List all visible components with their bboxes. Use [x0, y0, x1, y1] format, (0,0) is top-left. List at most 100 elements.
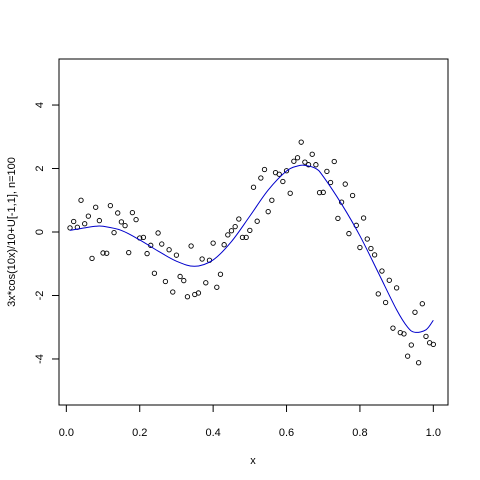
- data-point: [309, 151, 315, 157]
- data-point: [122, 223, 128, 229]
- data-point: [129, 209, 136, 216]
- data-point: [82, 221, 88, 227]
- data-point: [140, 234, 147, 241]
- data-point: [159, 241, 165, 247]
- data-point: [382, 299, 389, 306]
- data-point: [349, 192, 356, 199]
- data-point: [415, 360, 422, 366]
- data-point: [269, 197, 275, 203]
- data-points: [67, 139, 436, 366]
- data-point: [214, 284, 220, 290]
- data-point: [386, 277, 392, 283]
- data-point: [327, 179, 334, 186]
- data-point: [291, 158, 297, 164]
- data-point: [324, 168, 330, 175]
- data-point: [107, 203, 114, 209]
- data-point: [265, 209, 271, 215]
- data-point: [126, 249, 132, 256]
- data-point: [199, 256, 205, 262]
- data-point: [320, 189, 326, 195]
- data-point: [280, 178, 286, 185]
- data-point: [166, 247, 172, 253]
- data-point: [360, 215, 367, 221]
- data-point: [96, 217, 103, 224]
- data-point: [342, 181, 348, 187]
- data-point: [316, 189, 323, 196]
- data-point: [276, 171, 282, 177]
- data-point: [71, 218, 77, 225]
- data-point: [188, 243, 194, 249]
- x-tick-label: 1.0: [426, 427, 441, 439]
- x-tick-label: 0.8: [352, 427, 367, 439]
- data-point: [430, 341, 436, 348]
- data-point: [298, 139, 304, 145]
- data-point: [115, 210, 121, 216]
- y-axis-label: 3x*cos(10x)/10+U[-1,1], n=100: [6, 157, 18, 307]
- data-point: [195, 290, 202, 296]
- data-point: [232, 223, 238, 230]
- data-point: [412, 309, 418, 315]
- y-tick-label: 0: [34, 229, 46, 235]
- data-point: [151, 270, 158, 276]
- y-axis: -4 -2 0 2 4: [34, 102, 60, 364]
- data-point: [408, 342, 414, 348]
- data-point: [243, 234, 249, 241]
- x-tick-label: 0.6: [279, 427, 294, 439]
- data-point: [250, 184, 257, 190]
- data-point: [93, 204, 99, 210]
- data-point: [210, 240, 216, 246]
- data-point: [313, 162, 319, 168]
- data-point: [239, 234, 246, 241]
- data-point: [423, 333, 429, 340]
- data-point: [217, 271, 224, 277]
- x-tick-label: 0.0: [59, 427, 74, 439]
- data-point: [228, 228, 235, 234]
- data-point: [221, 242, 227, 248]
- data-point: [368, 245, 374, 252]
- data-point: [111, 229, 117, 236]
- x-tick-label: 0.4: [205, 427, 220, 439]
- data-point: [375, 291, 381, 297]
- data-point: [371, 252, 378, 258]
- data-point: [85, 213, 92, 219]
- data-point: [225, 232, 231, 238]
- y-tick-label: 4: [34, 102, 46, 108]
- data-point: [404, 353, 411, 359]
- data-point: [78, 197, 84, 203]
- x-axis-label: x: [250, 455, 256, 467]
- data-point: [331, 158, 337, 165]
- data-point: [393, 285, 400, 291]
- data-point: [419, 301, 425, 307]
- data-point: [254, 218, 260, 224]
- y-tick-label: -2: [34, 291, 46, 301]
- data-point: [305, 162, 312, 168]
- data-point: [294, 155, 301, 161]
- data-point: [118, 219, 125, 225]
- data-point: [177, 273, 183, 280]
- x-axis: 0.0 0.2 0.4 0.6 0.8 1.0: [59, 404, 441, 439]
- data-point: [89, 255, 95, 261]
- data-point: [283, 168, 290, 174]
- data-point: [401, 331, 407, 337]
- data-point: [379, 268, 385, 274]
- data-point: [364, 236, 370, 242]
- fit-line-layer: [69, 164, 434, 333]
- data-point: [104, 250, 110, 256]
- data-point: [390, 325, 396, 331]
- data-point: [173, 252, 180, 258]
- data-point: [335, 215, 341, 222]
- data-point: [236, 216, 242, 222]
- y-tick-label: -4: [34, 354, 46, 364]
- data-point: [144, 250, 150, 257]
- data-point: [357, 244, 363, 251]
- data-point: [287, 190, 293, 196]
- data-point: [302, 159, 308, 165]
- data-point: [203, 280, 209, 286]
- fit-line: [69, 164, 434, 333]
- data-point: [155, 230, 161, 236]
- x-tick-label: 0.2: [132, 427, 147, 439]
- data-point: [170, 289, 176, 295]
- data-point: [346, 230, 352, 237]
